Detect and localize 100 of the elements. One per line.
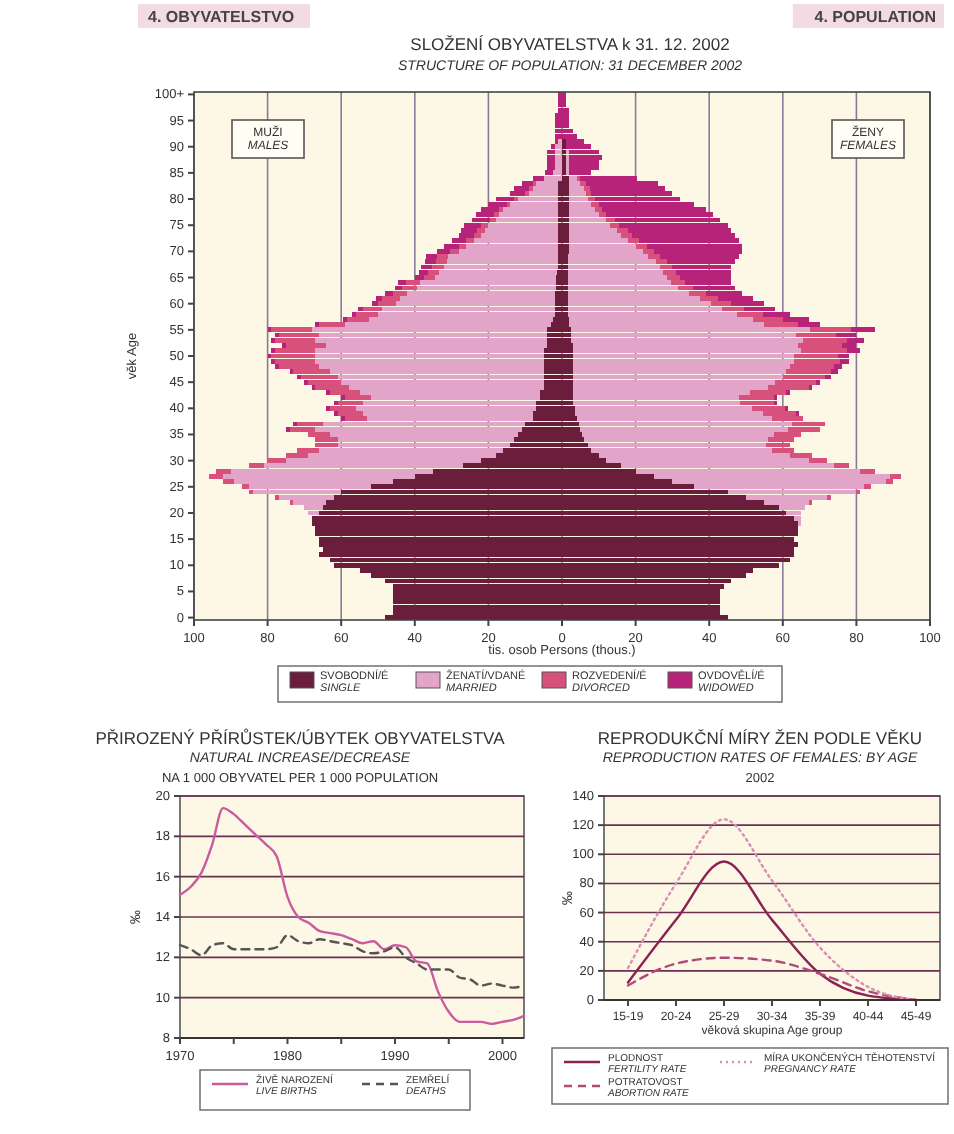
bar	[580, 426, 789, 432]
bar	[591, 201, 599, 207]
bar	[793, 515, 802, 521]
bar	[420, 280, 557, 286]
bar	[267, 458, 286, 464]
bar	[458, 233, 474, 239]
bar	[569, 207, 596, 212]
bar	[315, 358, 544, 364]
bar	[385, 290, 393, 296]
bar	[803, 337, 848, 343]
bar	[414, 275, 424, 280]
bar	[337, 411, 364, 416]
bar	[241, 484, 250, 490]
bar	[567, 269, 664, 275]
bar	[562, 222, 570, 228]
bar	[458, 243, 467, 249]
bar	[341, 379, 544, 385]
bar	[569, 191, 586, 197]
bar	[547, 149, 555, 155]
bar	[405, 280, 421, 286]
bar	[554, 144, 562, 150]
bar	[569, 186, 585, 191]
bar	[885, 479, 894, 484]
bar	[315, 426, 522, 432]
bar	[841, 343, 857, 348]
bar	[552, 170, 562, 176]
bar	[308, 379, 342, 385]
bar	[591, 191, 673, 197]
bar	[670, 280, 686, 286]
bar	[444, 243, 459, 249]
bar	[562, 238, 570, 244]
bar	[460, 228, 478, 233]
bar	[223, 479, 235, 484]
bar	[532, 175, 544, 181]
bar	[619, 222, 728, 228]
bar	[488, 201, 507, 207]
bar	[436, 254, 448, 259]
bar	[830, 369, 838, 375]
bar	[464, 222, 482, 228]
bar	[663, 269, 677, 275]
chart-title: PŘIROZENÝ PŘÍRŮSTEK/ÚBYTEK OBYVATELSTVA	[95, 728, 506, 748]
bar	[271, 327, 312, 333]
bar	[571, 327, 811, 333]
bar	[424, 275, 436, 280]
bar	[620, 233, 632, 239]
bar	[547, 165, 555, 171]
bar	[488, 222, 559, 228]
bar	[562, 280, 568, 286]
bar	[545, 170, 553, 176]
bar	[860, 468, 875, 474]
bar	[569, 180, 581, 186]
bar	[569, 201, 592, 207]
chart-title: REPRODUKČNÍ MÍRY ŽEN PODLE VĚKU	[597, 728, 923, 748]
bar	[562, 201, 570, 207]
bar	[337, 437, 515, 443]
bar	[628, 238, 640, 244]
line-series	[178, 806, 526, 1026]
bar	[330, 405, 356, 411]
bar	[475, 212, 494, 218]
bar	[449, 248, 459, 254]
bar	[425, 259, 437, 265]
bar	[447, 259, 558, 265]
bar	[315, 348, 544, 354]
bar	[554, 301, 562, 307]
bar	[768, 437, 794, 443]
bar	[481, 207, 500, 212]
bar	[550, 322, 562, 328]
bar	[584, 437, 769, 443]
bar	[355, 311, 378, 317]
bar	[569, 154, 603, 160]
bar	[793, 358, 840, 364]
bar	[425, 254, 437, 259]
bar	[666, 275, 680, 280]
bar	[407, 290, 555, 296]
bar	[585, 191, 592, 197]
bar	[562, 107, 570, 113]
bar	[547, 154, 555, 160]
bar	[249, 463, 264, 469]
bar	[562, 243, 570, 249]
bar	[655, 259, 667, 265]
bar	[562, 290, 568, 296]
bar	[562, 180, 570, 186]
bar	[554, 311, 562, 317]
bar	[481, 222, 489, 228]
bar	[451, 238, 467, 244]
bar	[598, 212, 607, 218]
bar	[439, 269, 558, 275]
bar	[428, 269, 440, 275]
bar	[554, 154, 562, 160]
bar	[580, 180, 586, 186]
bar	[573, 379, 776, 385]
text: 4. OBYVATELSTVO	[148, 8, 295, 26]
bar	[569, 212, 599, 218]
bar	[554, 123, 562, 129]
bar	[536, 180, 559, 186]
bar	[790, 364, 835, 369]
bar	[801, 348, 848, 354]
bar	[567, 259, 656, 265]
bar	[573, 348, 802, 354]
bar	[569, 175, 577, 181]
